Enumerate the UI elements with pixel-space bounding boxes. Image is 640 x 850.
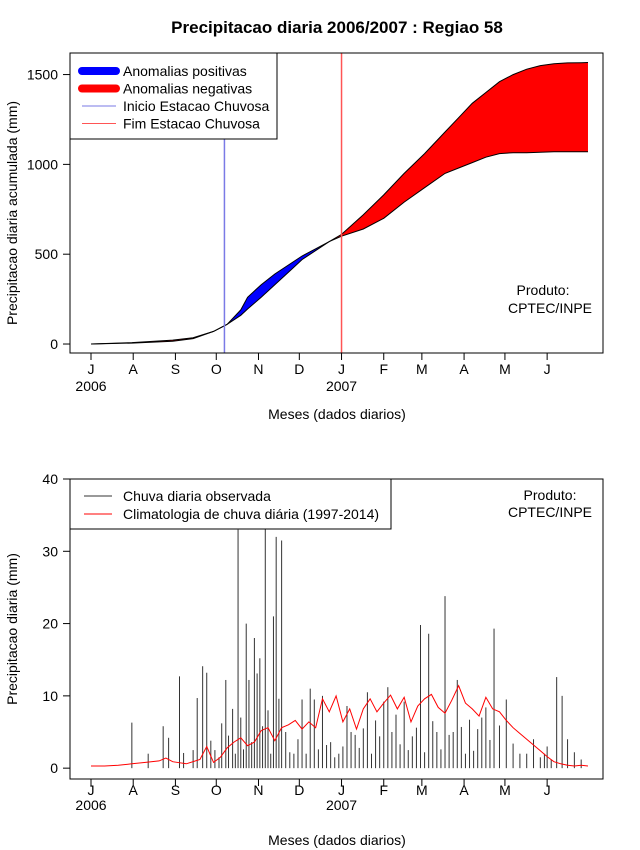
top-x-tick-label: M	[416, 361, 428, 377]
top-legend-label: Fim Estacao Chuvosa	[123, 116, 260, 132]
bottom-y-tick-label: 40	[42, 471, 58, 487]
top-x-tick-label: A	[459, 361, 469, 377]
top-legend-label: Inicio Estacao Chuvosa	[123, 98, 270, 114]
climatology-daily-line	[91, 684, 589, 767]
bottom-y-tick-label: 20	[42, 616, 58, 632]
top-legend-label: Anomalias negativas	[123, 81, 252, 97]
bottom-x-tick-label: A	[129, 782, 139, 798]
bottom-x-tick-label: J	[544, 782, 551, 798]
top-x-tick-label: F	[379, 361, 388, 377]
bottom-x-axis-label: Meses (dados diarios)	[268, 832, 406, 848]
top-y-tick-label: 500	[35, 246, 59, 262]
top-x-tick-label: N	[253, 361, 263, 377]
top-y-axis-label: Precipitacao diaria acumulada (mm)	[4, 101, 20, 325]
top-year-label: 2007	[326, 378, 357, 394]
bottom-annotation-line-1: Produto:	[524, 487, 577, 503]
top-x-tick-label: J	[88, 361, 95, 377]
bottom-x-tick-label: J	[88, 782, 95, 798]
top-plot-marks	[90, 53, 588, 353]
bottom-x-tick-label: N	[253, 782, 263, 798]
positive-anomaly-area-2	[213, 240, 331, 332]
top-x-tick-label: J	[544, 361, 551, 377]
top-legend: Anomalias positivas Anomalias negativasIn…	[69, 52, 278, 140]
top-x-tick-label: S	[171, 361, 180, 377]
negative-anomaly-area-3	[330, 62, 588, 241]
bottom-y-axis-label: Precipitacao diaria (mm)	[4, 553, 20, 705]
bottom-x-tick-label: M	[499, 782, 511, 798]
bottom-y-tick-label: 0	[50, 760, 58, 776]
chart-title: Precipitacao diaria 2006/2007 : Regiao 5…	[171, 18, 503, 37]
top-x-tick-label: D	[294, 361, 304, 377]
bottom-year-label: 2007	[326, 797, 357, 813]
bottom-clip-group	[91, 493, 589, 769]
bottom-x-tick-label: O	[211, 782, 222, 798]
bottom-legend-box	[69, 478, 392, 530]
top-legend-label: Anomalias positivas	[123, 63, 247, 79]
bottom-x-tick-label: J	[338, 782, 345, 798]
climatology-accumulated-line	[90, 62, 588, 345]
top-chart: Precipitacao diaria 2006/2007 : Regiao 5…	[4, 18, 604, 422]
bottom-x-tick-label: A	[459, 782, 469, 798]
top-y-tick-label: 1500	[27, 67, 58, 83]
bottom-x-tick-label: D	[294, 782, 304, 798]
top-year-label: 2006	[75, 378, 106, 394]
bottom-x-tick-label: S	[171, 782, 180, 798]
bottom-y-tick-label: 10	[42, 688, 58, 704]
top-x-tick-label: J	[338, 361, 345, 377]
bottom-year-label: 2006	[75, 797, 106, 813]
bottom-x-tick-label: F	[379, 782, 388, 798]
top-annotation-line-2: CPTEC/INPE	[508, 300, 592, 316]
top-annotation-line-1: Produto:	[517, 282, 570, 298]
top-x-tick-label: A	[129, 361, 139, 377]
bottom-annotation-line-2: CPTEC/INPE	[508, 504, 592, 520]
bottom-x-tick-label: M	[416, 782, 428, 798]
top-x-axis-label: Meses (dados diarios)	[268, 406, 406, 422]
bottom-legend: Chuva diaria observada Climatologia de ch…	[69, 478, 392, 530]
top-x-tick-label: O	[211, 361, 222, 377]
bottom-y-tick-label: 30	[42, 543, 58, 559]
bottom-legend-label: Chuva diaria observada	[123, 488, 271, 504]
bottom-plot-marks	[91, 493, 589, 769]
bottom-legend-label: Climatologia de chuva diária (1997-2014)	[123, 506, 379, 522]
top-y-tick-label: 1000	[27, 156, 58, 172]
top-x-tick-label: M	[499, 361, 511, 377]
top-y-tick-label: 0	[50, 336, 58, 352]
